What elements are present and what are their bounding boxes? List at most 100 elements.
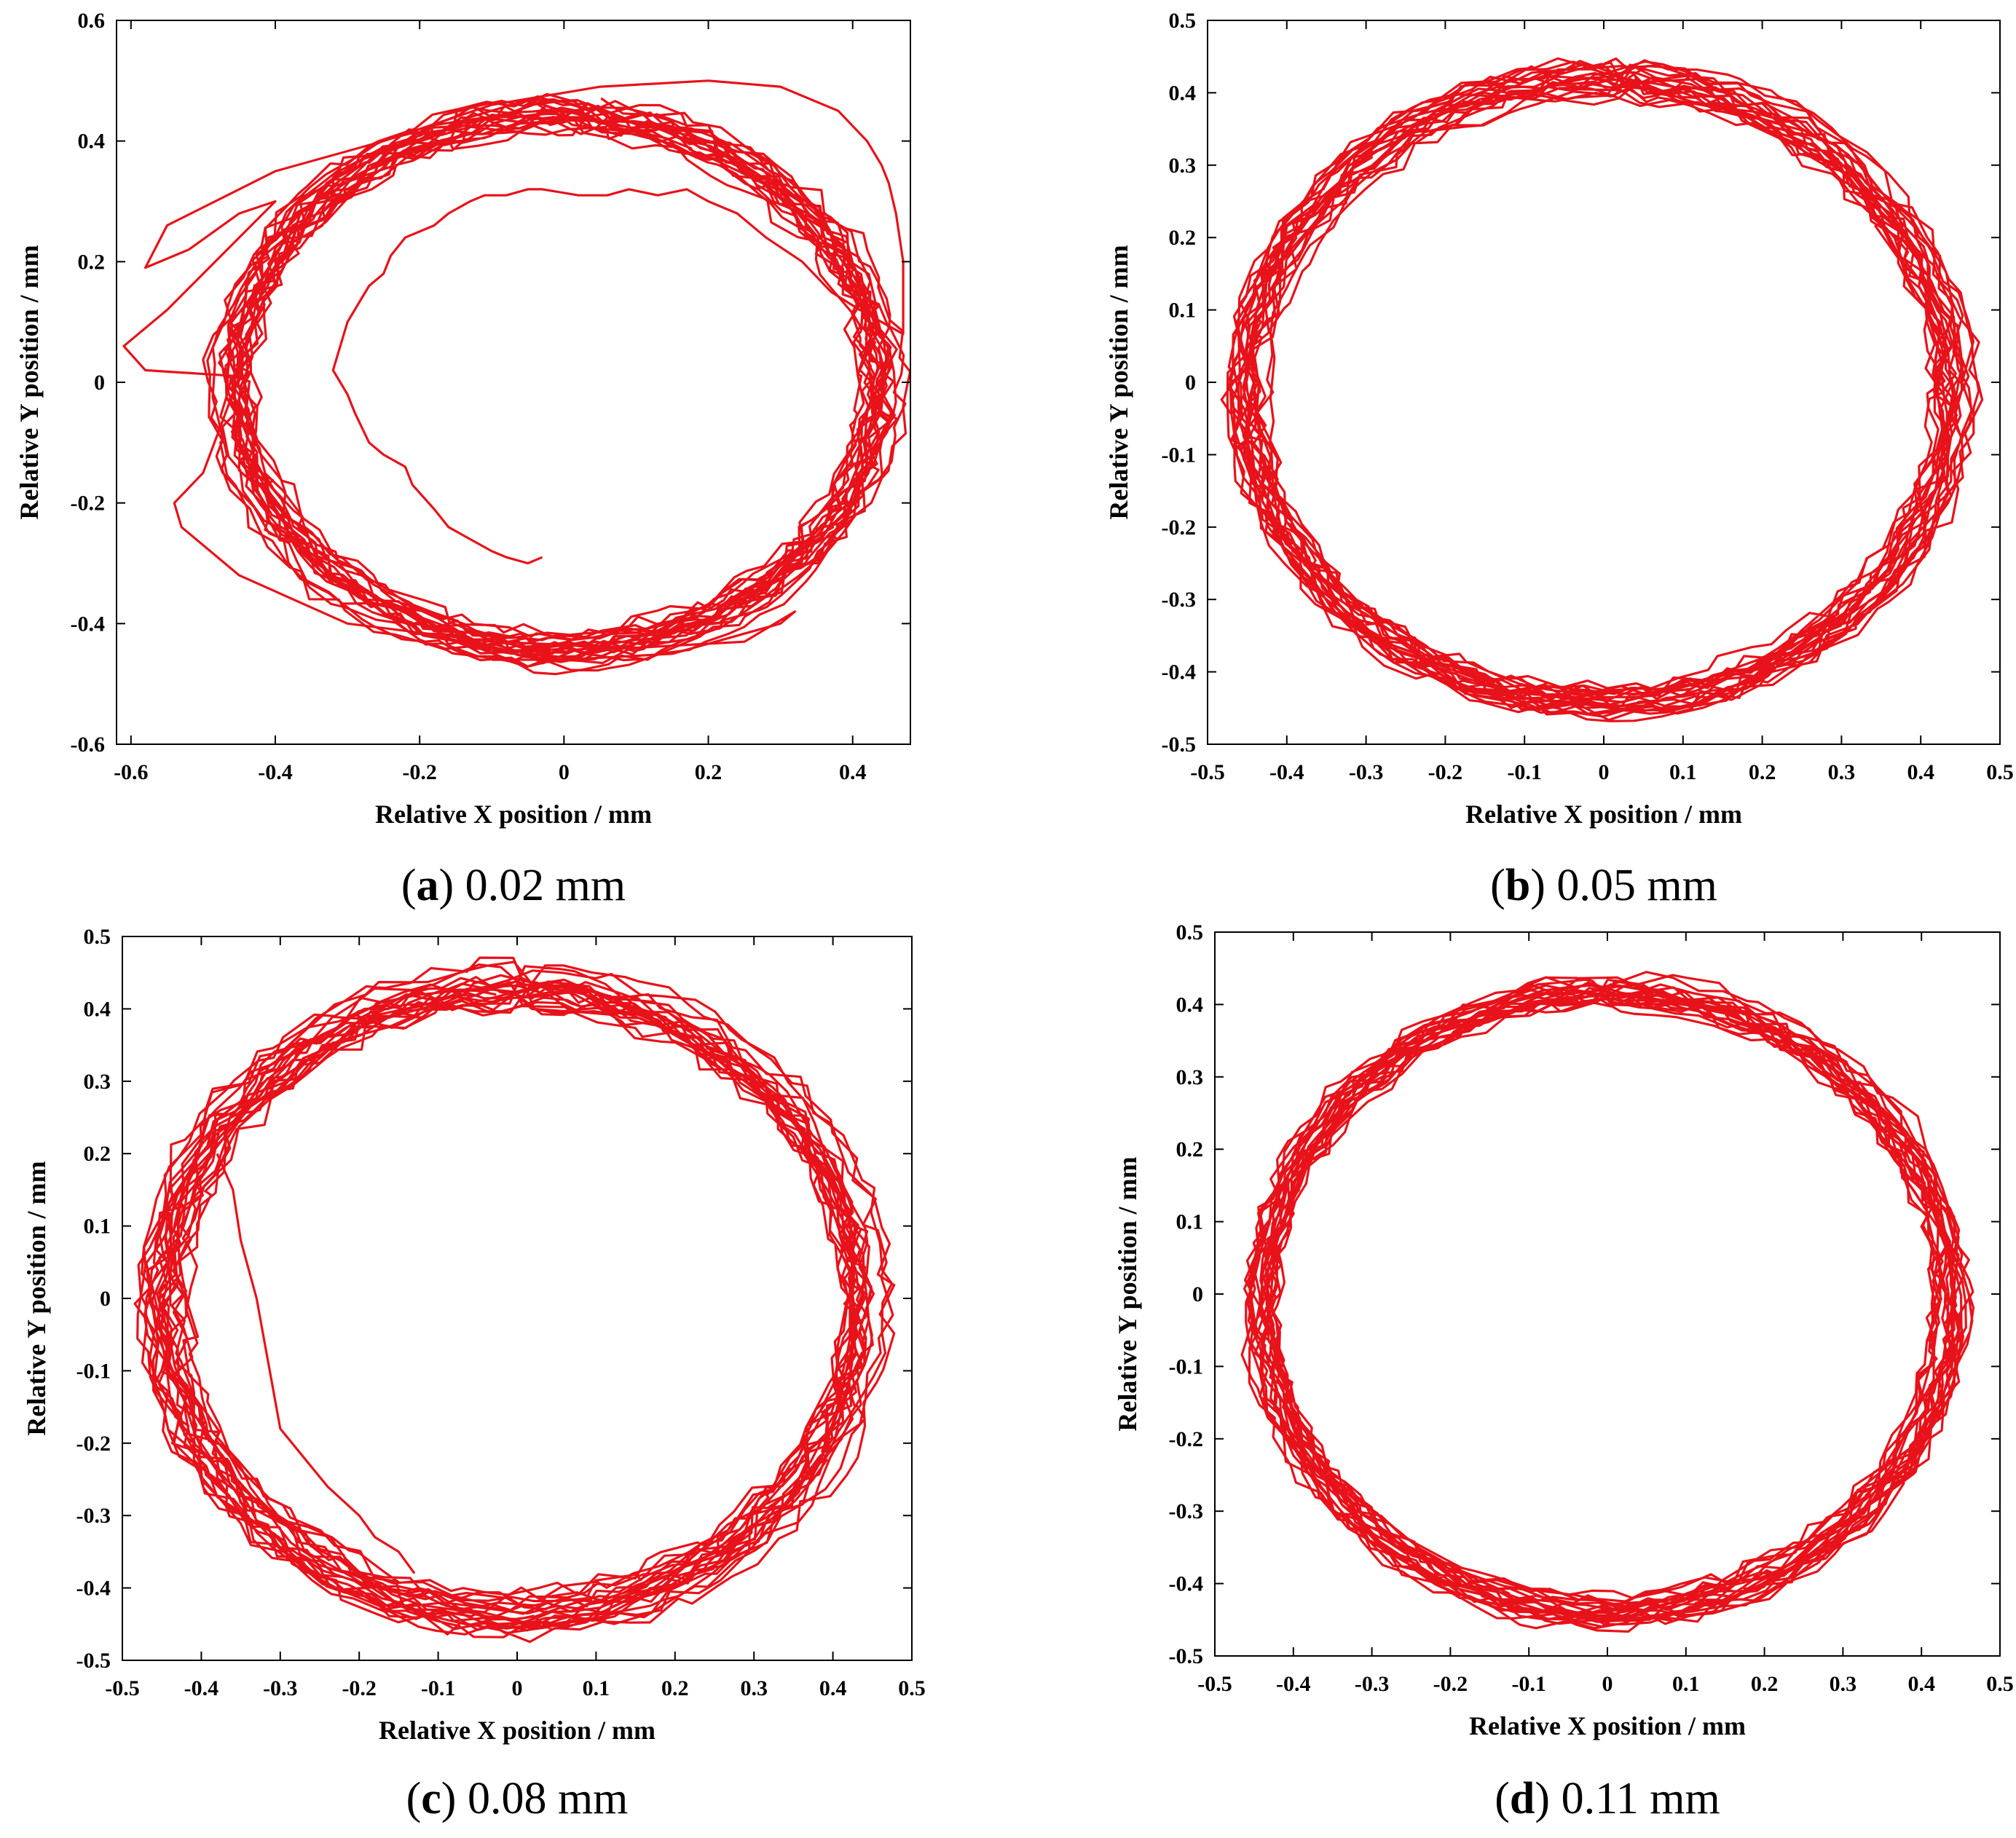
x-tick-label: 0.4: [1907, 760, 1934, 784]
panel-a: -0.6 -0.4 -0.2 0 0.2 0.4 -0.6 -0.4 -0.2 0 0.2 0.4 0.…: [15, 9, 911, 910]
series-trajectory: [1220, 57, 1984, 722]
y-tick-label: 0: [1192, 1282, 1203, 1306]
y-tick-label: 0.3: [1169, 154, 1197, 178]
series-startup-excursion: [122, 79, 905, 661]
x-tick-label: 0: [1602, 1672, 1613, 1696]
caption-paren-open: (: [406, 1774, 422, 1823]
y-axis-label: Relative Y position / mm: [15, 245, 44, 519]
y-tick-label: -0.1: [1162, 443, 1197, 467]
caption-paren-close: ): [1530, 861, 1556, 910]
x-tick-label: 0.2: [695, 760, 722, 784]
caption-value: 0.02 mm: [465, 861, 626, 910]
axes-frame: [1214, 931, 2001, 1657]
y-tick-label: 0.2: [84, 1142, 111, 1166]
axes-frame: [1207, 20, 2001, 745]
y-tick-label: 0.2: [1169, 226, 1197, 250]
x-tick-label: 0.2: [1749, 760, 1776, 784]
y-tick-label: -0.5: [76, 1649, 111, 1673]
caption-letter: d: [1510, 1774, 1535, 1823]
y-tick-label: 0.5: [1169, 9, 1197, 33]
axes-frame: [122, 936, 913, 1661]
y-tick-label: 0.2: [1176, 1137, 1204, 1161]
panel-caption: (b) 0.05 mm: [1490, 861, 1717, 910]
caption-paren-open: (: [401, 861, 417, 910]
x-tick-label: -0.2: [402, 760, 437, 784]
series-trajectory: [202, 92, 910, 676]
caption-paren-open: (: [1495, 1774, 1510, 1823]
x-axis-label: Relative X position / mm: [379, 1716, 655, 1745]
x-tick-label: -0.4: [184, 1676, 219, 1700]
x-tick-label: 0: [1599, 760, 1610, 784]
plot-area: [122, 79, 910, 676]
caption-paren-close: ): [1535, 1774, 1561, 1823]
x-tick-label: 0.1: [583, 1676, 610, 1700]
x-axis-label: Relative X position / mm: [1465, 800, 1742, 829]
x-tick-label: 0: [559, 760, 570, 784]
panel-c: -0.5 -0.4 -0.3 -0.2 -0.1 0 0.1 0.2 0.3 0.4 0.5 -0.5…: [22, 925, 926, 1823]
x-tick-label: -0.6: [114, 760, 149, 784]
y-tick-label: 0.5: [1176, 920, 1204, 944]
x-tick-label: -0.1: [421, 1676, 456, 1700]
y-tick-label: 0.4: [84, 997, 111, 1021]
y-axis-label: Relative Y position / mm: [22, 1161, 51, 1435]
x-tick-label: 0.3: [1828, 760, 1856, 784]
y-tick-label: -0.4: [1169, 1572, 1204, 1596]
caption-paren-close: ): [439, 861, 465, 910]
y-tick-label: 0.4: [1176, 993, 1204, 1017]
y-tick-label: 0: [1185, 371, 1196, 395]
caption-letter: b: [1505, 861, 1530, 910]
y-tick-label: -0.2: [1169, 1427, 1204, 1451]
x-tick-label: -0.3: [263, 1676, 298, 1700]
x-tick-label: 0.5: [898, 1676, 926, 1700]
x-axis-label: Relative X position / mm: [1469, 1711, 1746, 1740]
x-tick-label: -0.3: [1349, 760, 1384, 784]
x-tick-label: -0.4: [258, 760, 293, 784]
y-tick-label: 0: [94, 371, 105, 395]
panel-caption: (d) 0.11 mm: [1495, 1774, 1720, 1823]
y-tick-label: -0.6: [71, 733, 106, 757]
y-tick-label: -0.2: [76, 1432, 111, 1456]
caption-paren-open: (: [1490, 861, 1505, 910]
x-tick-label: -0.5: [1190, 760, 1225, 784]
x-tick-label: -0.1: [1507, 760, 1542, 784]
y-tick-label: -0.4: [1162, 660, 1197, 685]
panel-d: -0.5 -0.4 -0.3 -0.2 -0.1 0 0.1 0.2 0.3 0.4 0.5 -0.5…: [1113, 920, 2014, 1823]
x-tick-label: 0.3: [1830, 1672, 1857, 1696]
panel-caption: (c) 0.08 mm: [406, 1774, 629, 1823]
series-inner-drift: [216, 1153, 416, 1574]
x-tick-label: -0.2: [1428, 760, 1463, 784]
plot-area: [1240, 971, 1975, 1633]
x-tick-label: 0.3: [740, 1676, 768, 1700]
y-axis-label: Relative Y position / mm: [1104, 245, 1133, 519]
x-tick-label: -0.5: [105, 1676, 140, 1700]
y-tick-label: -0.5: [1162, 733, 1197, 757]
plot-area: [133, 956, 896, 1644]
y-tick-label: -0.4: [76, 1577, 111, 1601]
x-tick-label: -0.4: [1276, 1672, 1311, 1696]
y-tick-label: -0.5: [1169, 1644, 1204, 1668]
y-tick-label: 0.3: [1176, 1065, 1204, 1089]
y-tick-label: 0.3: [84, 1070, 111, 1094]
caption-value: 0.05 mm: [1556, 861, 1717, 910]
y-tick-label: 0.1: [84, 1215, 111, 1239]
x-tick-label: 0: [512, 1676, 523, 1700]
y-tick-label: -0.1: [76, 1359, 111, 1383]
x-tick-label: 0.4: [839, 760, 867, 784]
caption-value: 0.08 mm: [468, 1774, 628, 1823]
y-tick-label: 0.4: [78, 130, 106, 154]
y-tick-label: -0.2: [1162, 516, 1197, 540]
x-tick-label: -0.1: [1511, 1672, 1546, 1696]
caption-letter: a: [417, 861, 439, 910]
x-tick-label: 0.2: [1751, 1672, 1779, 1696]
y-tick-label: 0.1: [1169, 299, 1197, 323]
x-tick-label: 0.5: [1986, 1672, 2014, 1696]
y-tick-label: -0.4: [71, 612, 106, 636]
y-tick-label: 0.2: [78, 250, 106, 274]
y-tick-label: 0.1: [1176, 1210, 1204, 1234]
x-tick-label: 0.2: [661, 1676, 689, 1700]
x-tick-label: 0.1: [1669, 760, 1697, 784]
caption-value: 0.11 mm: [1562, 1774, 1720, 1823]
series-trajectory: [133, 956, 896, 1644]
x-tick-label: -0.2: [1433, 1672, 1468, 1696]
